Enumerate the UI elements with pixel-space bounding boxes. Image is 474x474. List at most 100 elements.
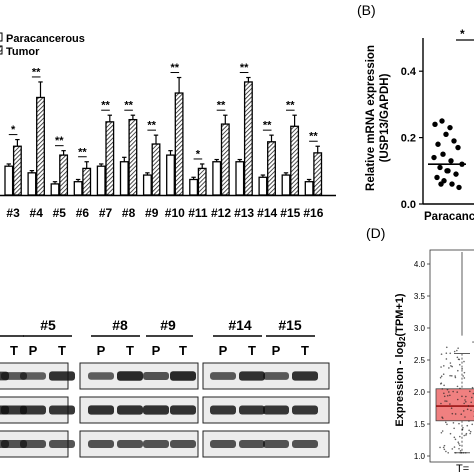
significance-mark: ** <box>217 100 226 112</box>
blot-band <box>170 405 196 415</box>
data-point <box>459 435 461 438</box>
bar-paracancerous <box>258 176 268 196</box>
bar-tumor <box>313 152 323 196</box>
y-tick-label: 2.5 <box>414 356 426 365</box>
blot-band <box>170 440 196 448</box>
data-point <box>449 181 455 187</box>
data-point <box>445 400 448 402</box>
bar-tumor <box>174 92 184 196</box>
data-point <box>471 386 474 389</box>
data-point <box>470 396 473 399</box>
data-point <box>440 382 443 384</box>
data-point <box>450 407 453 409</box>
bar-paracancerous <box>27 172 37 196</box>
data-point <box>458 422 460 425</box>
data-point <box>457 358 460 361</box>
data-point <box>438 181 444 187</box>
x-tick-label: #6 <box>76 206 90 220</box>
lane-label: P <box>152 343 161 358</box>
lane-label: P <box>272 343 281 358</box>
data-point <box>451 365 453 368</box>
data-point <box>461 452 463 454</box>
bar-tumor <box>82 167 92 196</box>
data-point <box>434 174 440 181</box>
data-point <box>449 352 452 355</box>
x-tick-label: #8 <box>122 206 136 220</box>
blot-band <box>143 372 169 380</box>
blot-band <box>49 405 75 415</box>
bar-tumor <box>12 145 22 196</box>
blot-band <box>239 405 265 415</box>
bar-tumor <box>290 125 300 196</box>
sample-title: #14 <box>228 317 252 333</box>
y-axis-label-sub: (USP13/GAPDH) <box>379 73 391 162</box>
x-tick-label: #15 <box>280 206 300 220</box>
x-tick-label: #16 <box>303 206 323 220</box>
blot-band <box>263 440 289 448</box>
data-point <box>441 388 444 390</box>
data-point <box>468 420 470 422</box>
significance-mark: * <box>11 124 16 136</box>
lane-label: T <box>10 343 18 358</box>
y-axis-label-main: Expression - log <box>394 341 406 427</box>
data-point <box>440 375 443 378</box>
blot-band <box>292 371 318 381</box>
data-point <box>458 447 460 450</box>
data-point <box>468 429 470 432</box>
data-point <box>453 171 459 177</box>
data-point <box>454 438 457 441</box>
x-tick-label: #5 <box>53 206 67 220</box>
data-point <box>467 405 470 407</box>
data-point <box>445 358 448 360</box>
data-point <box>443 384 445 387</box>
bar-tumor <box>128 118 138 196</box>
data-point <box>450 365 452 367</box>
bar-tumor <box>243 81 253 196</box>
y-axis-label-tail: (TPM+1) <box>394 293 406 336</box>
data-point <box>457 347 459 349</box>
data-point <box>443 395 446 398</box>
blot-band <box>20 372 46 380</box>
data-point <box>447 452 449 454</box>
bar-paracancerous <box>50 183 60 196</box>
blot-band <box>210 372 236 380</box>
data-point <box>453 350 456 353</box>
data-point <box>445 346 448 349</box>
data-point <box>452 422 455 424</box>
blot-band <box>20 405 46 415</box>
blot-band <box>49 371 75 381</box>
significance-mark: ** <box>55 135 64 147</box>
bar-tumor <box>36 96 45 196</box>
data-point <box>453 446 456 448</box>
blot-band <box>20 440 46 448</box>
data-point <box>442 373 445 376</box>
data-point <box>459 387 461 390</box>
y-tick-label: 2.0 <box>414 388 426 397</box>
data-point <box>443 131 449 137</box>
blot-band <box>239 440 265 448</box>
data-point <box>446 394 449 397</box>
data-point <box>459 452 461 454</box>
data-point <box>460 413 463 416</box>
data-point <box>462 375 464 377</box>
bar-tumor <box>267 141 276 196</box>
data-point <box>451 138 457 144</box>
lane-label: P <box>219 343 228 358</box>
significance-mark: ** <box>171 62 180 74</box>
data-point <box>461 395 463 398</box>
data-point <box>456 391 459 393</box>
significance-mark: * <box>460 27 465 41</box>
blot-band <box>117 371 143 381</box>
y-tick-label: 0.2 <box>401 133 416 145</box>
data-point <box>456 349 458 352</box>
x-tick-label: #13 <box>234 206 254 220</box>
data-point <box>453 427 455 430</box>
y-axis-label: Expression - log2(TPM+1) <box>394 293 407 426</box>
significance-mark: ** <box>309 131 318 143</box>
sample-title: #9 <box>160 317 176 333</box>
data-point <box>441 417 444 419</box>
data-point <box>464 452 467 454</box>
y-tick-label: 4.0 <box>414 260 426 269</box>
lane-label: T <box>58 343 66 358</box>
